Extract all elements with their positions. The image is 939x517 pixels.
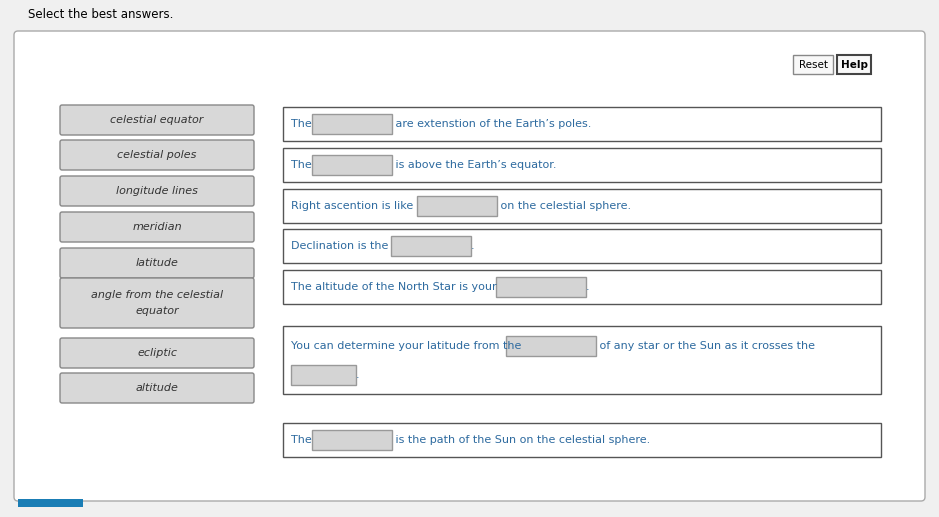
Text: .: . [586,282,590,292]
Bar [283,107,881,141]
Bar [506,337,596,356]
Text: Right ascention is like: Right ascention is like [291,201,417,211]
Text: The: The [291,160,316,170]
Text: meridian: meridian [132,222,182,232]
Text: are extenstion of the Earth’s poles.: are extenstion of the Earth’s poles. [392,119,592,129]
FancyBboxPatch shape [60,105,254,135]
Text: You can determine your latitude from the: You can determine your latitude from the [291,341,525,352]
Text: The: The [291,119,316,129]
Bar [283,229,881,263]
Text: is above the Earth’s equator.: is above the Earth’s equator. [392,160,557,170]
Text: is the path of the Sun on the celestial sphere.: is the path of the Sun on the celestial … [392,435,650,445]
Bar [496,277,586,297]
Text: Help: Help [840,59,868,69]
Bar [312,155,392,175]
Bar [837,55,871,74]
FancyBboxPatch shape [14,31,925,501]
Bar [18,499,83,507]
Bar [417,196,497,216]
Text: longitude lines: longitude lines [116,186,198,196]
Text: celestial poles: celestial poles [117,150,196,160]
FancyBboxPatch shape [60,176,254,206]
Bar [291,365,356,385]
Text: celestial equator: celestial equator [110,115,204,125]
Text: .: . [470,241,474,251]
Text: Declination is the: Declination is the [291,241,392,251]
FancyBboxPatch shape [60,140,254,170]
FancyBboxPatch shape [60,278,254,328]
Text: altitude: altitude [135,383,178,393]
Bar [283,189,881,223]
Bar [312,114,392,134]
Bar [283,148,881,182]
Text: of any star or the Sun as it crosses the: of any star or the Sun as it crosses the [596,341,815,352]
Bar [283,423,881,457]
FancyBboxPatch shape [60,248,254,278]
FancyBboxPatch shape [60,373,254,403]
Text: .: . [356,370,360,380]
Text: The: The [291,435,316,445]
FancyBboxPatch shape [60,212,254,242]
Text: ecliptic: ecliptic [137,348,177,358]
Bar [793,55,833,74]
Bar [283,270,881,304]
Text: on the celestial sphere.: on the celestial sphere. [497,201,631,211]
Bar [283,326,881,394]
FancyBboxPatch shape [60,338,254,368]
Text: latitude: latitude [135,258,178,268]
Text: Select the best answers.: Select the best answers. [28,8,174,21]
Bar [312,430,392,450]
Bar [391,236,470,256]
Text: equator: equator [135,306,178,316]
Text: Reset: Reset [798,59,827,69]
Text: The altitude of the North Star is your: The altitude of the North Star is your [291,282,500,292]
Text: angle from the celestial: angle from the celestial [91,290,223,300]
